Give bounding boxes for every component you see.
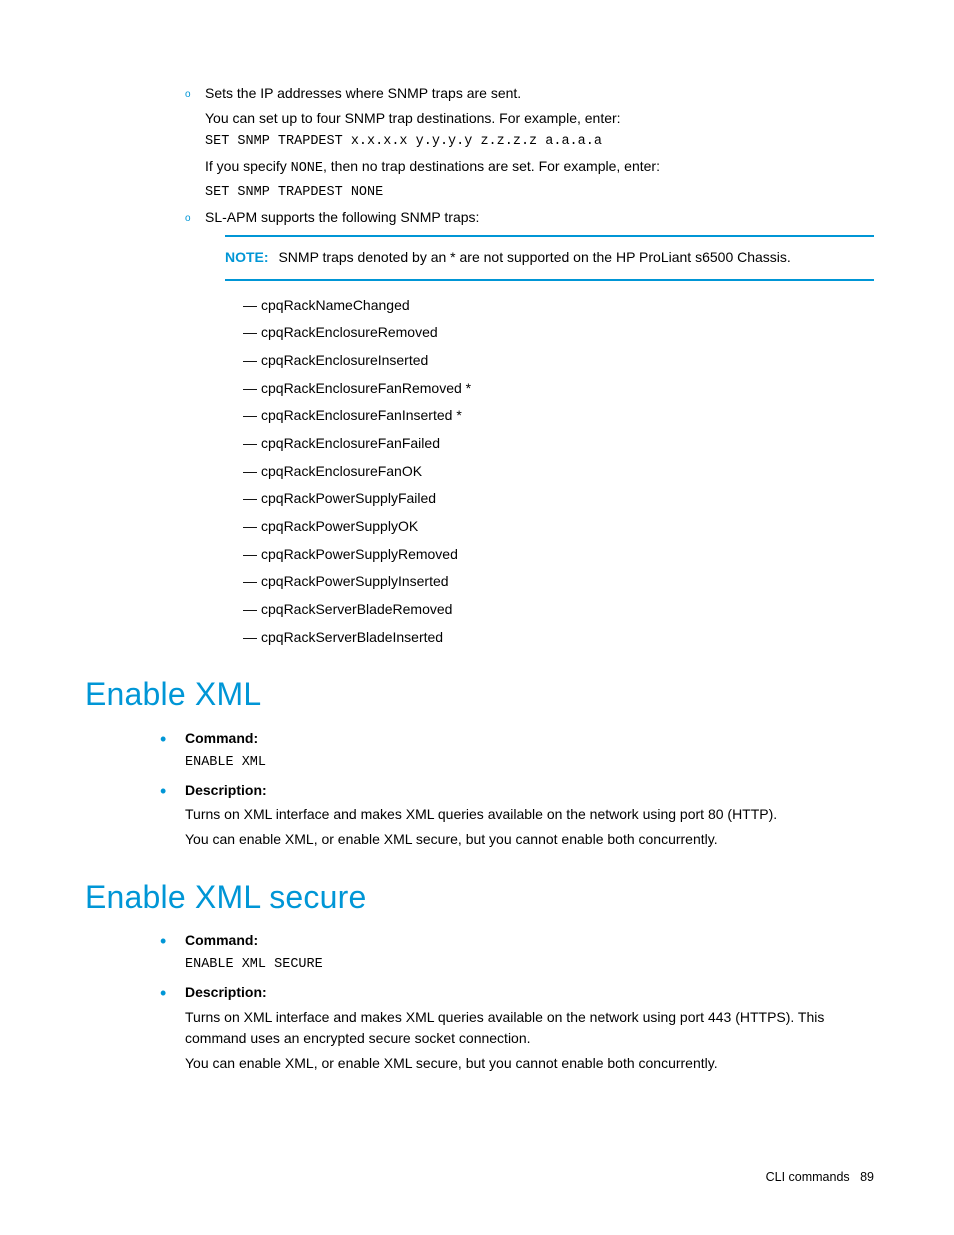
cmd-text: ENABLE XML SECURE bbox=[185, 955, 874, 976]
item1-code2: SET SNMP TRAPDEST NONE bbox=[205, 183, 874, 204]
trap-item: cpqRackPowerSupplyFailed bbox=[243, 488, 874, 510]
note-box: NOTE: SNMP traps denoted by an * are not… bbox=[225, 235, 874, 281]
trap-item: cpqRackPowerSupplyOK bbox=[243, 516, 874, 538]
trap-item: cpqRackPowerSupplyInserted bbox=[243, 571, 874, 593]
footer-text: CLI commands bbox=[766, 1170, 850, 1184]
trap-item: cpqRackEnclosureRemoved bbox=[243, 322, 874, 344]
trap-item: cpqRackPowerSupplyRemoved bbox=[243, 544, 874, 566]
section2-list: Command: ENABLE XML SECURE Description: … bbox=[160, 930, 874, 1074]
note-text: SNMP traps denoted by an * are not suppo… bbox=[278, 249, 790, 265]
item1-line2: If you specify NONE, then no trap destin… bbox=[205, 156, 874, 180]
note-label: NOTE: bbox=[225, 249, 269, 265]
trap-item: cpqRackEnclosureFanRemoved * bbox=[243, 378, 874, 400]
circle-item-1: Sets the IP addresses where SNMP traps a… bbox=[185, 83, 874, 204]
item2-intro: SL-APM supports the following SNMP traps… bbox=[205, 207, 874, 229]
desc-label: Description: bbox=[185, 780, 874, 802]
circle-item-2: SL-APM supports the following SNMP traps… bbox=[185, 207, 874, 648]
desc1: Turns on XML interface and makes XML que… bbox=[185, 804, 874, 826]
heading-enable-xml: Enable XML bbox=[85, 670, 874, 720]
cmd-label: Command: bbox=[185, 930, 874, 952]
trap-item: cpqRackServerBladeInserted bbox=[243, 627, 874, 649]
line2-suffix: , then no trap destinations are set. For… bbox=[323, 158, 660, 174]
desc-label: Description: bbox=[185, 982, 874, 1004]
trap-item: cpqRackNameChanged bbox=[243, 295, 874, 317]
desc1: Turns on XML interface and makes XML que… bbox=[185, 1007, 874, 1050]
circle-list: Sets the IP addresses where SNMP traps a… bbox=[185, 83, 874, 648]
trap-list: cpqRackNameChanged cpqRackEnclosureRemov… bbox=[205, 295, 874, 649]
line2-prefix: If you specify bbox=[205, 158, 291, 174]
footer-page: 89 bbox=[860, 1170, 874, 1184]
section1-desc-item: Description: Turns on XML interface and … bbox=[160, 780, 874, 851]
section2-desc-item: Description: Turns on XML interface and … bbox=[160, 982, 874, 1075]
trap-item: cpqRackEnclosureInserted bbox=[243, 350, 874, 372]
item1-code1: SET SNMP TRAPDEST x.x.x.x y.y.y.y z.z.z.… bbox=[205, 132, 874, 153]
cmd-label: Command: bbox=[185, 728, 874, 750]
trap-item: cpqRackEnclosureFanOK bbox=[243, 461, 874, 483]
section2-command-item: Command: ENABLE XML SECURE bbox=[160, 930, 874, 976]
trap-item: cpqRackEnclosureFanFailed bbox=[243, 433, 874, 455]
section1-command-item: Command: ENABLE XML bbox=[160, 728, 874, 774]
cmd-text: ENABLE XML bbox=[185, 753, 874, 774]
page-footer: CLI commands 89 bbox=[766, 1168, 874, 1187]
top-list-container: Sets the IP addresses where SNMP traps a… bbox=[185, 83, 874, 648]
desc2: You can enable XML, or enable XML secure… bbox=[185, 1053, 874, 1075]
trap-item: cpqRackEnclosureFanInserted * bbox=[243, 405, 874, 427]
item1-line1: You can set up to four SNMP trap destina… bbox=[205, 108, 874, 130]
heading-enable-xml-secure: Enable XML secure bbox=[85, 873, 874, 923]
page: Sets the IP addresses where SNMP traps a… bbox=[0, 0, 954, 1235]
desc2: You can enable XML, or enable XML secure… bbox=[185, 829, 874, 851]
section1-list: Command: ENABLE XML Description: Turns o… bbox=[160, 728, 874, 851]
line2-code: NONE bbox=[291, 161, 323, 176]
trap-item: cpqRackServerBladeRemoved bbox=[243, 599, 874, 621]
item1-intro: Sets the IP addresses where SNMP traps a… bbox=[205, 83, 874, 105]
